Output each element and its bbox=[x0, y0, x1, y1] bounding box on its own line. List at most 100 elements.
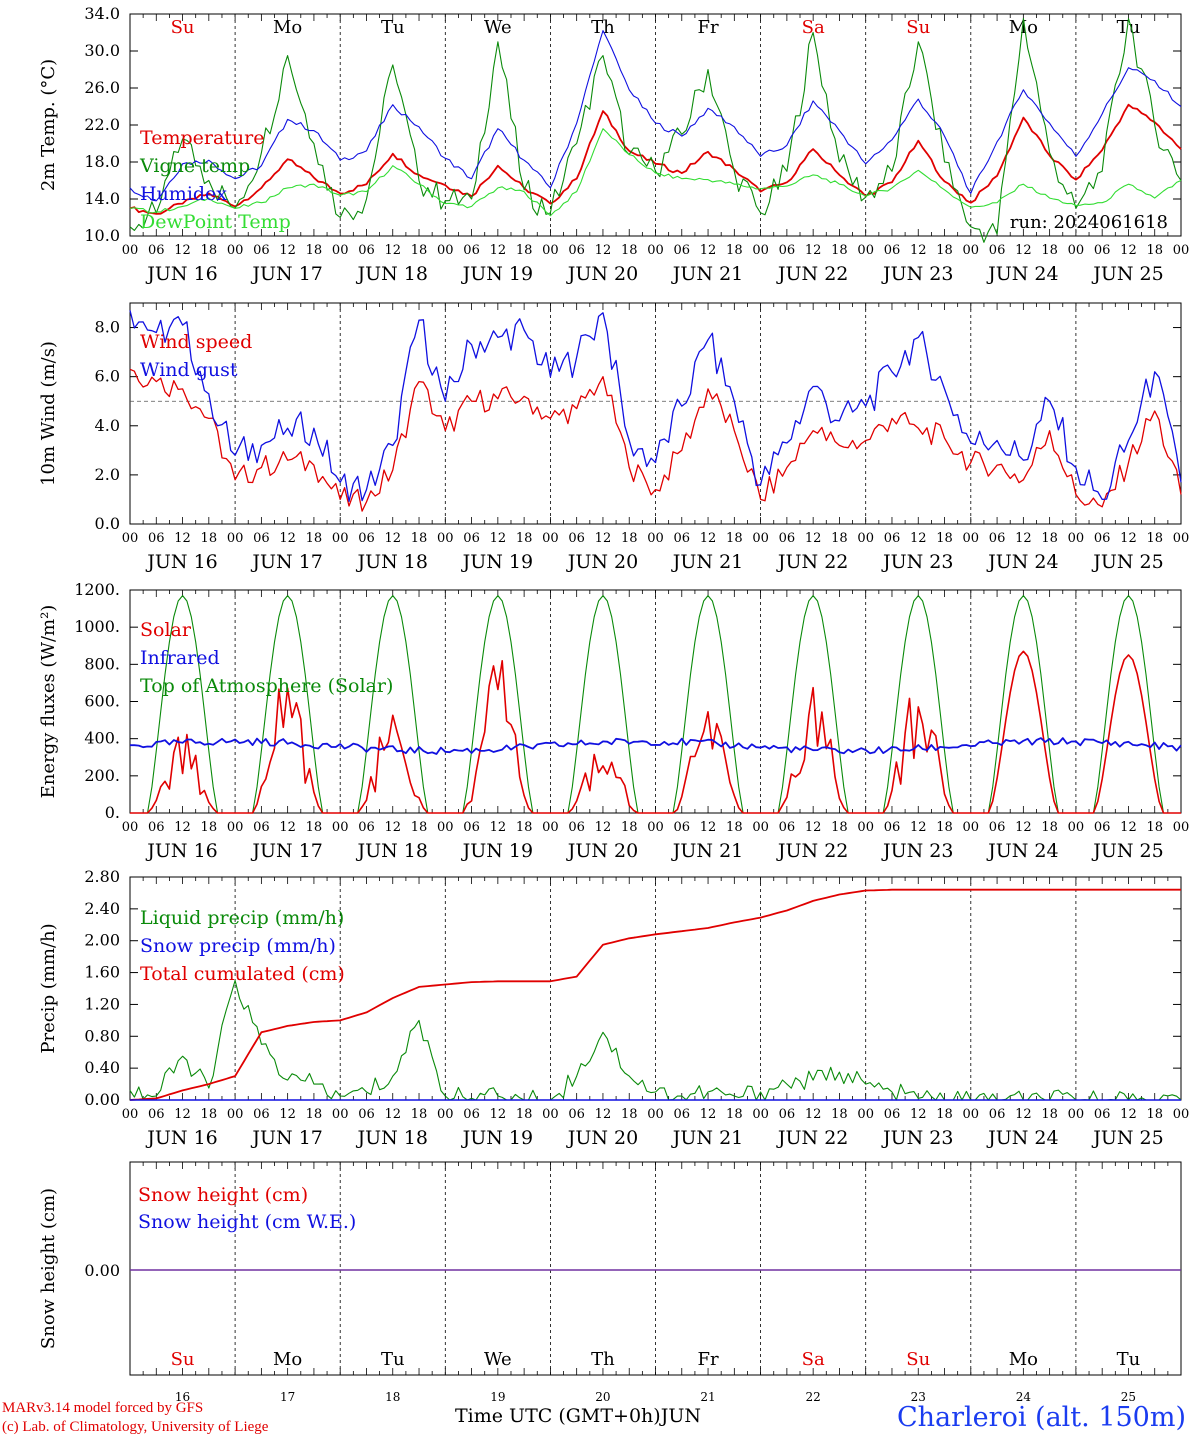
hour-tick-label: 18 bbox=[726, 531, 743, 546]
legend-total-cumulated-cm: Total cumulated (cm) bbox=[140, 963, 345, 985]
hour-tick-label: 12 bbox=[174, 243, 191, 258]
hour-tick-label: 18 bbox=[1041, 1107, 1058, 1122]
date-label: JUN 23 bbox=[881, 1127, 953, 1149]
hour-tick-label: 06 bbox=[358, 820, 375, 835]
hour-tick-label: 18 bbox=[831, 820, 848, 835]
y-tick-label: 1200. bbox=[74, 580, 120, 599]
hour-tick-label: 00 bbox=[1068, 531, 1085, 546]
hour-tick-label: 06 bbox=[463, 820, 480, 835]
hour-tick-label: 12 bbox=[1015, 243, 1032, 258]
hour-tick-label: 12 bbox=[1120, 820, 1137, 835]
hour-tick-label: 18 bbox=[936, 243, 953, 258]
date-label: JUN 23 bbox=[881, 840, 953, 862]
day-number-label: 16 bbox=[175, 1390, 190, 1404]
hour-tick-label: 06 bbox=[884, 531, 901, 546]
hour-tick-label: 06 bbox=[674, 820, 691, 835]
hour-tick-label: 00 bbox=[1173, 243, 1190, 258]
y-tick-label: 6.0 bbox=[95, 367, 120, 386]
hour-tick-label: 18 bbox=[306, 531, 323, 546]
legend-dewpoint-temp: DewPoint Temp bbox=[140, 211, 291, 233]
hour-tick-label: 00 bbox=[227, 820, 244, 835]
hour-tick-label: 12 bbox=[910, 243, 927, 258]
hour-tick-label: 18 bbox=[1146, 531, 1163, 546]
weekday-label: We bbox=[484, 17, 512, 38]
weekday-label: Tu bbox=[1117, 17, 1141, 38]
snow-axis-label: Snow height (cm) bbox=[38, 1188, 59, 1349]
hour-tick-label: 18 bbox=[936, 820, 953, 835]
y-tick-label: 2.40 bbox=[84, 899, 120, 918]
series-humidex bbox=[129, 30, 1182, 202]
hour-tick-label: 06 bbox=[989, 1107, 1006, 1122]
hour-tick-label: 12 bbox=[595, 820, 612, 835]
weekday-label: Su bbox=[171, 1349, 195, 1370]
date-label: JUN 18 bbox=[356, 263, 428, 285]
y-tick-label: 2.80 bbox=[84, 867, 120, 886]
date-label: JUN 20 bbox=[566, 1127, 638, 1149]
y-tick-label: 8.0 bbox=[95, 318, 120, 337]
hour-tick-label: 18 bbox=[621, 1107, 638, 1122]
hour-tick-label: 06 bbox=[463, 243, 480, 258]
hour-tick-label: 06 bbox=[148, 243, 165, 258]
hour-tick-label: 06 bbox=[463, 531, 480, 546]
weekday-label: Mo bbox=[273, 1349, 302, 1370]
hour-tick-label: 12 bbox=[384, 1107, 401, 1122]
hour-tick-label: 00 bbox=[437, 531, 454, 546]
hour-tick-label: 18 bbox=[831, 1107, 848, 1122]
y-tick-label: 14.0 bbox=[84, 189, 120, 208]
hour-tick-label: 12 bbox=[490, 1107, 507, 1122]
hour-tick-label: 06 bbox=[779, 243, 796, 258]
y-tick-label: 0.0 bbox=[95, 514, 120, 533]
date-label: JUN 25 bbox=[1091, 1127, 1163, 1149]
hour-tick-label: 06 bbox=[674, 243, 691, 258]
hour-tick-label: 18 bbox=[621, 243, 638, 258]
weekday-label: Su bbox=[171, 17, 195, 38]
weekday-label: Th bbox=[591, 1349, 615, 1370]
weekday-label: Sa bbox=[802, 1349, 825, 1370]
hour-tick-label: 18 bbox=[621, 820, 638, 835]
station-title: Charleroi (alt. 150m) bbox=[897, 1402, 1186, 1433]
hour-tick-label: 06 bbox=[779, 820, 796, 835]
series-wind-speed bbox=[129, 368, 1182, 512]
hour-tick-label: 18 bbox=[726, 820, 743, 835]
hour-tick-label: 00 bbox=[647, 531, 664, 546]
date-label: JUN 20 bbox=[566, 840, 638, 862]
legend-liquid-precip-mm-h: Liquid precip (mm/h) bbox=[140, 907, 344, 929]
date-label: JUN 18 bbox=[356, 840, 428, 862]
y-tick-label: 10.0 bbox=[84, 226, 120, 245]
hour-tick-label: 00 bbox=[122, 531, 139, 546]
day-number-label: 23 bbox=[911, 1390, 926, 1404]
series-dewpoint-temp bbox=[129, 128, 1182, 217]
energy-axis-label: Energy fluxes (W/m²) bbox=[38, 605, 59, 799]
legend-top-of-atmosphere-solar: Top of Atmosphere (Solar) bbox=[140, 675, 393, 697]
hour-tick-label: 00 bbox=[437, 1107, 454, 1122]
hour-tick-label: 06 bbox=[989, 243, 1006, 258]
hour-tick-label: 12 bbox=[490, 243, 507, 258]
hour-tick-label: 06 bbox=[884, 243, 901, 258]
hour-tick-label: 12 bbox=[279, 1107, 296, 1122]
legend-snow-precip-mm-h: Snow precip (mm/h) bbox=[140, 935, 336, 957]
hour-tick-label: 06 bbox=[568, 243, 585, 258]
hour-tick-label: 18 bbox=[936, 1107, 953, 1122]
hour-tick-label: 12 bbox=[490, 531, 507, 546]
hour-tick-label: 12 bbox=[910, 531, 927, 546]
hour-tick-label: 12 bbox=[1120, 531, 1137, 546]
hour-tick-label: 00 bbox=[1068, 1107, 1085, 1122]
hour-tick-label: 12 bbox=[279, 243, 296, 258]
hour-tick-label: 18 bbox=[726, 243, 743, 258]
hour-tick-label: 12 bbox=[1015, 531, 1032, 546]
hour-tick-label: 00 bbox=[647, 243, 664, 258]
series-solar bbox=[130, 650, 1181, 814]
hour-tick-label: 18 bbox=[411, 1107, 428, 1122]
hour-tick-label: 06 bbox=[253, 531, 270, 546]
hour-tick-label: 00 bbox=[542, 1107, 559, 1122]
date-label: JUN 24 bbox=[986, 1127, 1058, 1149]
x-axis-title-text: Time UTC (GMT+0h) bbox=[455, 1405, 661, 1427]
hour-tick-label: 06 bbox=[253, 243, 270, 258]
hour-tick-label: 12 bbox=[595, 1107, 612, 1122]
hour-tick-label: 00 bbox=[332, 531, 349, 546]
hour-tick-label: 12 bbox=[700, 243, 717, 258]
date-label: JUN 22 bbox=[776, 551, 848, 573]
date-label: JUN 19 bbox=[461, 551, 533, 573]
hour-tick-label: 06 bbox=[358, 243, 375, 258]
weekday-label: Mo bbox=[1009, 1349, 1038, 1370]
